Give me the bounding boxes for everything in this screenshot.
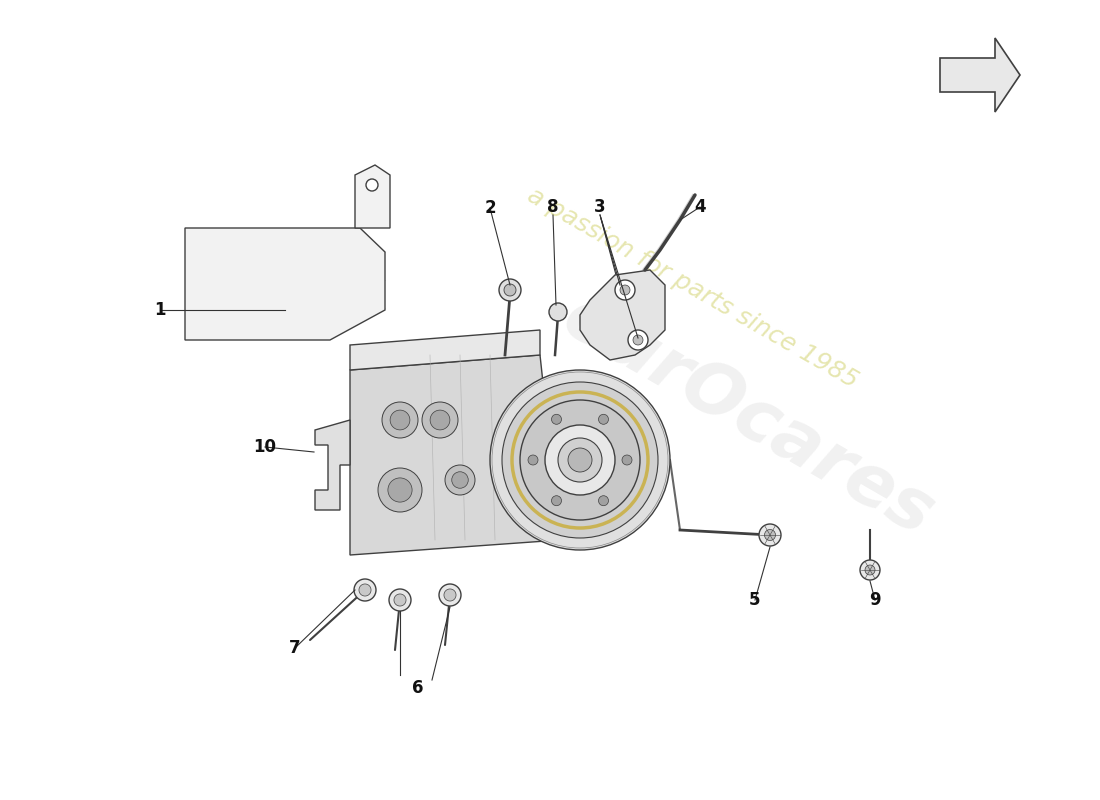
Text: eurOcares: eurOcares <box>550 282 946 550</box>
Circle shape <box>544 425 615 495</box>
Text: 2: 2 <box>484 199 496 217</box>
Circle shape <box>359 584 371 596</box>
Circle shape <box>520 400 640 520</box>
Circle shape <box>865 565 874 575</box>
Circle shape <box>764 530 776 541</box>
Circle shape <box>551 496 561 506</box>
Circle shape <box>759 524 781 546</box>
Text: 6: 6 <box>412 679 424 697</box>
Circle shape <box>620 285 630 295</box>
Circle shape <box>389 589 411 611</box>
Circle shape <box>502 382 658 538</box>
Polygon shape <box>355 165 390 228</box>
Text: 10: 10 <box>253 438 276 456</box>
Circle shape <box>430 410 450 430</box>
Polygon shape <box>350 330 540 370</box>
Circle shape <box>551 414 561 424</box>
Circle shape <box>568 448 592 472</box>
Circle shape <box>598 414 608 424</box>
Circle shape <box>499 279 521 301</box>
Text: 4: 4 <box>694 198 706 216</box>
Circle shape <box>598 496 608 506</box>
Circle shape <box>366 179 378 191</box>
Circle shape <box>388 478 412 502</box>
Circle shape <box>444 589 456 601</box>
Polygon shape <box>580 270 666 360</box>
Circle shape <box>390 410 410 430</box>
Text: a passion for parts since 1985: a passion for parts since 1985 <box>524 183 862 393</box>
Circle shape <box>490 370 670 550</box>
Circle shape <box>628 330 648 350</box>
Text: 9: 9 <box>869 591 881 609</box>
Text: 1: 1 <box>154 301 166 319</box>
Circle shape <box>860 560 880 580</box>
Circle shape <box>558 438 602 482</box>
Circle shape <box>439 584 461 606</box>
Circle shape <box>452 472 469 488</box>
Text: 5: 5 <box>749 591 761 609</box>
Text: 7: 7 <box>289 639 300 657</box>
Circle shape <box>394 594 406 606</box>
Circle shape <box>615 280 635 300</box>
Circle shape <box>378 468 422 512</box>
Circle shape <box>382 402 418 438</box>
Circle shape <box>528 455 538 465</box>
Polygon shape <box>185 228 385 340</box>
Circle shape <box>549 303 566 321</box>
Text: 3: 3 <box>594 198 606 216</box>
Circle shape <box>422 402 458 438</box>
Polygon shape <box>940 38 1020 112</box>
Circle shape <box>621 455 632 465</box>
Circle shape <box>504 284 516 296</box>
Polygon shape <box>315 420 350 510</box>
Text: 8: 8 <box>548 198 559 216</box>
Circle shape <box>446 465 475 495</box>
Circle shape <box>354 579 376 601</box>
Circle shape <box>632 335 644 345</box>
Polygon shape <box>350 355 560 555</box>
